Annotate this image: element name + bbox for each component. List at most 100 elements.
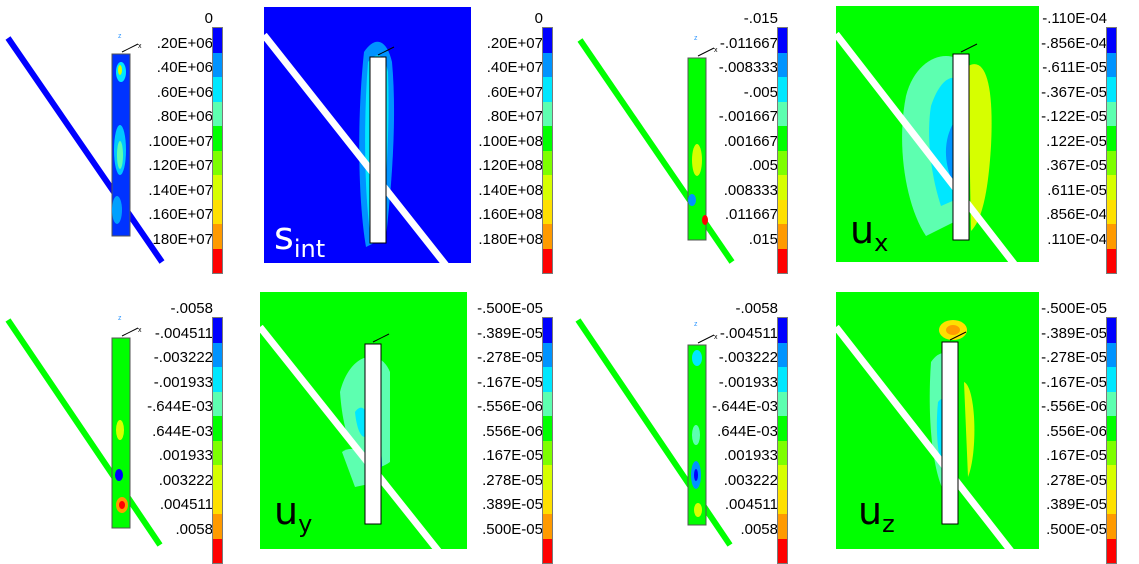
scale-label: .367E-05 — [1046, 157, 1107, 174]
color-bar-segment — [543, 28, 552, 53]
color-bar-segment — [213, 514, 222, 539]
scale-label: -.389E-05 — [1041, 324, 1107, 342]
scale-label: .20E+06 — [156, 34, 213, 52]
color-bar-segment — [1107, 465, 1116, 490]
svg-text:z: z — [694, 321, 698, 328]
color-bar-segment — [1107, 126, 1116, 151]
color-bar-segment — [778, 150, 787, 176]
scale-label: .389E-05 — [482, 496, 543, 513]
color-bar-segment — [1107, 538, 1116, 564]
color-scale-uy-model: -.0058 -.004511 -.003222 -.001933 -.644E-03.… — [95, 300, 245, 564]
scale-label: -.0058 — [735, 300, 778, 317]
color-bar-segment — [778, 440, 787, 466]
scale-label: -.556E-06 — [477, 398, 543, 415]
color-bar-segment — [543, 440, 552, 466]
color-scale-sint: 0 .20E+07 .40E+07 .60E+07 .80E+07 .100E+08 .12… — [425, 10, 575, 275]
color-bar-segment — [778, 465, 787, 490]
color-bar-segment — [778, 77, 787, 102]
scale-label: .20E+07 — [486, 34, 543, 52]
scale-label: .556E-06 — [1046, 422, 1107, 440]
uy-variable-label: uy — [274, 489, 313, 538]
color-bar-segment — [543, 391, 552, 417]
scale-label: -.167E-05 — [477, 373, 543, 391]
color-bar-segment — [543, 416, 552, 441]
color-scale-stress-model: 0 .20E+06 .40E+06 .60E+06 .80E+06 .100E+07 .12… — [95, 10, 245, 275]
scale-label: -.278E-05 — [477, 349, 543, 366]
scale-label: .011667 — [724, 206, 778, 223]
color-scale-uz: -.500E-05 -.389E-05 -.278E-05 -.167E-05 -.55… — [989, 300, 1139, 564]
color-bar — [212, 27, 223, 275]
scale-label: .80E+06 — [156, 108, 213, 125]
color-bar-segment — [543, 514, 552, 539]
scale-label: .500E-05 — [1046, 520, 1107, 538]
scale-label: -.556E-06 — [1041, 398, 1107, 415]
scale-label: .644E-03 — [717, 422, 778, 440]
color-bar — [777, 317, 788, 564]
color-bar-segment — [1107, 52, 1116, 78]
color-bar — [1106, 317, 1117, 564]
scale-label: .556E-06 — [482, 422, 543, 440]
svg-text:x: x — [714, 47, 718, 54]
ux-variable-label: ux — [850, 208, 889, 257]
scale-label: -.001667 — [718, 108, 778, 125]
color-bar-segment — [778, 318, 787, 343]
scale-label: -.004511 — [154, 324, 213, 342]
scale-label: -.001933 — [153, 373, 213, 391]
color-bar-segment — [213, 318, 222, 343]
color-bar-segment — [543, 175, 552, 200]
sint-variable-label: sint — [274, 214, 326, 263]
scale-label: -.500E-05 — [1041, 300, 1107, 317]
scale-label: .278E-05 — [482, 471, 543, 489]
color-bar-segment — [213, 224, 222, 249]
scale-label: -.015 — [743, 10, 778, 27]
color-bar-segment — [1107, 224, 1116, 249]
color-bar-segment — [213, 248, 222, 274]
axis-x-label: x — [138, 43, 142, 50]
color-bar-segment — [543, 342, 552, 368]
color-bar-segment — [213, 101, 222, 127]
color-bar-segment — [1107, 28, 1116, 53]
scale-label: -.005 — [743, 83, 778, 101]
scale-label: -.004511 — [719, 324, 778, 342]
color-bar-segment — [543, 77, 552, 102]
color-bar-segment — [1107, 367, 1116, 392]
stress-model-panel: z x — [0, 0, 165, 270]
stress-model-plot: z x — [5, 33, 165, 264]
color-bar-segment — [778, 126, 787, 151]
uz-plot: uz — [836, 292, 1039, 549]
scale-label: 0 — [204, 10, 213, 27]
uz-model-panel: z x — [570, 290, 740, 549]
color-bar-segment — [213, 489, 222, 515]
ux-model-panel: z x — [570, 0, 740, 270]
scale-label: .644E-03 — [152, 422, 213, 440]
sint-plot: sint — [264, 7, 471, 263]
scale-label: .80E+07 — [486, 108, 543, 125]
color-scale-uy: -.500E-05 -.389E-05 -.278E-05 -.167E-05 -.55… — [425, 300, 575, 564]
color-bar-segment — [778, 416, 787, 441]
scale-label: .167E-05 — [482, 447, 543, 464]
color-bar-segment — [213, 77, 222, 102]
color-bar-segment — [778, 199, 787, 225]
scale-label: -.856E-04 — [1041, 34, 1107, 52]
scale-label: .60E+07 — [486, 83, 543, 101]
color-bar — [777, 27, 788, 275]
color-bar-segment — [213, 416, 222, 441]
scale-label: .001667 — [723, 132, 778, 150]
scale-label: .004511 — [724, 496, 778, 513]
color-scale-ux: -.110E-04 -.856E-04 -.611E-05 -.367E-05 -.12… — [989, 10, 1139, 275]
color-bar-segment — [543, 52, 552, 78]
scale-label: -.003222 — [718, 349, 778, 366]
color-bar-segment — [213, 440, 222, 466]
color-bar-segment — [213, 52, 222, 78]
color-bar-segment — [213, 391, 222, 417]
color-bar-segment — [1107, 416, 1116, 441]
scale-label: .500E-05 — [482, 520, 543, 538]
scale-label: -.0058 — [170, 300, 213, 317]
scale-label: .40E+06 — [156, 59, 213, 76]
color-bar-segment — [778, 538, 787, 564]
color-bar-segment — [213, 150, 222, 176]
color-bar-segment — [213, 199, 222, 225]
color-bar-segment — [1107, 150, 1116, 176]
color-bar-segment — [213, 342, 222, 368]
scale-label: .003222 — [158, 471, 213, 489]
